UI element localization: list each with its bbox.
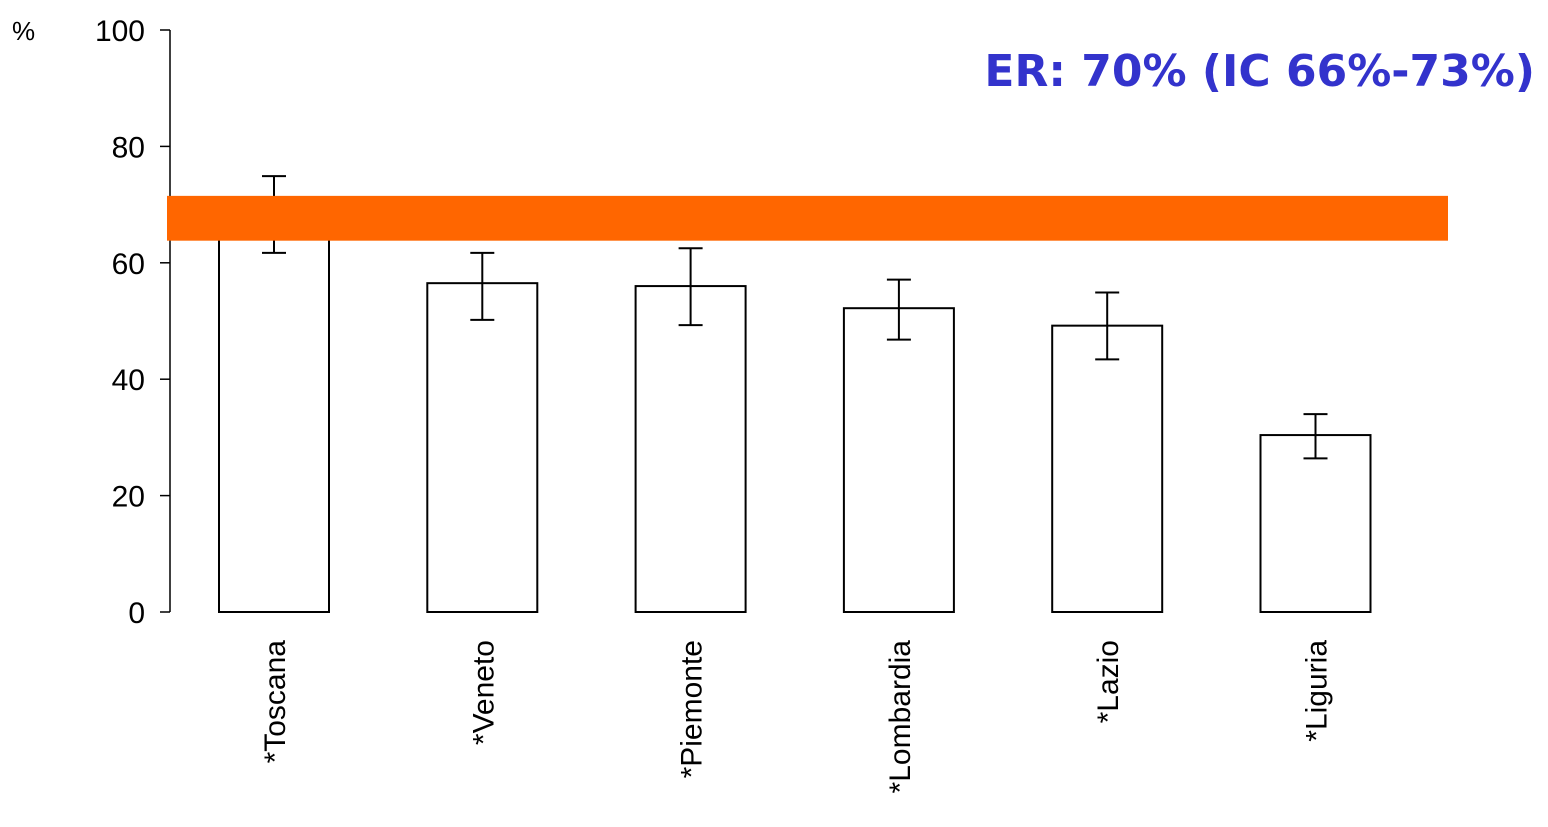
er-annotation: ER: 70% (IC 66%-73%) [984,46,1535,97]
bar [634,285,747,613]
y-tick-label: 60 [112,248,145,281]
x-axis-labels: *Toscana *Veneto *Piemonte *Lombardia *Lazio… [259,640,1334,794]
x-tick-label: *Lombardia [884,640,917,794]
reference-band-group [167,195,1448,241]
x-tick-label: *Liguria [1301,640,1334,742]
bar [426,282,539,613]
bar [218,212,330,614]
y-tick-label: 100 [95,15,145,48]
y-tick-label: 80 [112,131,145,164]
x-tick-label: *Veneto [467,640,500,745]
y-unit-label: % [12,16,35,46]
bar [842,307,955,613]
y-axis: 0 20 40 60 80 100 [95,15,171,630]
y-tick-label: 20 [112,481,145,514]
x-tick-label: *Piemonte [676,640,709,778]
x-tick-label: *Toscana [259,640,292,764]
y-tick-label: 0 [128,597,145,630]
bar [1259,434,1372,613]
bar [1051,324,1164,613]
reference-band [167,195,1448,241]
x-tick-label: *Lazio [1092,640,1125,723]
y-tick-label: 40 [112,364,145,397]
bars [218,175,1372,614]
